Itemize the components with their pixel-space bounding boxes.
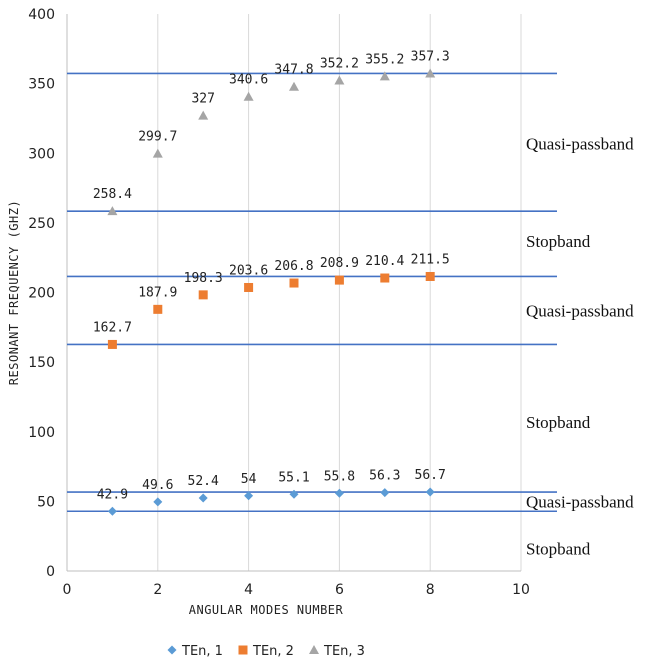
series-2 bbox=[107, 271, 435, 349]
data-point bbox=[425, 271, 435, 281]
data-label: 187.9 bbox=[138, 285, 177, 300]
legend-item: TEn, 2 bbox=[238, 644, 294, 659]
data-label: 162.7 bbox=[93, 320, 132, 335]
data-point bbox=[198, 110, 209, 120]
legend-label: TEn, 3 bbox=[323, 644, 365, 659]
data-label: 55.8 bbox=[324, 469, 355, 484]
data-label: 327 bbox=[191, 92, 214, 107]
y-tick-label: 400 bbox=[28, 7, 55, 23]
data-point bbox=[244, 491, 254, 501]
data-label: 56.3 bbox=[369, 469, 400, 484]
data-point bbox=[243, 91, 254, 101]
data-label: 198.3 bbox=[184, 271, 223, 286]
data-point bbox=[238, 645, 248, 655]
data-point bbox=[334, 275, 344, 285]
data-point bbox=[309, 645, 319, 654]
band-annotation: Stopband bbox=[526, 540, 591, 559]
data-label: 352.2 bbox=[320, 57, 359, 72]
data-point bbox=[167, 645, 177, 655]
series bbox=[107, 68, 436, 516]
data-label: 49.6 bbox=[142, 478, 173, 493]
data-label: 55.1 bbox=[278, 470, 309, 485]
data-point bbox=[152, 148, 163, 158]
data-label: 206.8 bbox=[274, 259, 313, 274]
data-label: 340.6 bbox=[229, 73, 268, 88]
band-annotation: Quasi-passband bbox=[526, 492, 634, 511]
series-3 bbox=[107, 68, 436, 216]
band-boundary-lines bbox=[67, 72, 557, 513]
data-point bbox=[425, 68, 436, 78]
legend: TEn, 1 TEn, 2 TEn, 3 bbox=[167, 644, 365, 659]
y-tick-label: 300 bbox=[28, 146, 55, 162]
legend-label: TEn, 2 bbox=[252, 644, 294, 659]
data-label: 357.3 bbox=[411, 49, 450, 64]
data-point bbox=[153, 304, 163, 314]
data-point bbox=[380, 488, 390, 498]
y-tick-label: 0 bbox=[46, 564, 55, 580]
data-label: 355.2 bbox=[365, 52, 404, 67]
band-annotation: Quasi-passband bbox=[526, 302, 634, 321]
data-point bbox=[198, 290, 208, 300]
data-point bbox=[198, 493, 208, 503]
y-axis-title: RESONANT FREQUENCY (GHZ) bbox=[7, 200, 21, 385]
data-point bbox=[153, 497, 163, 507]
series-1 bbox=[107, 487, 435, 516]
data-label: 203.6 bbox=[229, 263, 268, 278]
data-point bbox=[289, 81, 299, 91]
data-point bbox=[289, 278, 299, 288]
grid bbox=[66, 14, 522, 571]
data-point bbox=[289, 489, 299, 499]
data-label: 42.9 bbox=[97, 487, 128, 502]
data-point bbox=[425, 487, 435, 497]
band-annotation: Quasi-passband bbox=[526, 135, 634, 154]
band-annotation: Stopband bbox=[526, 232, 591, 251]
data-label: 210.4 bbox=[365, 254, 404, 269]
x-axis-title: ANGULAR MODES NUMBER bbox=[189, 603, 344, 617]
y-tick-label: 100 bbox=[28, 425, 55, 441]
data-point bbox=[380, 273, 390, 283]
legend-item: TEn, 3 bbox=[309, 644, 365, 659]
x-tick-label: 4 bbox=[244, 582, 253, 598]
data-label: 299.7 bbox=[138, 130, 177, 145]
x-tick-label: 10 bbox=[512, 582, 530, 598]
data-point bbox=[334, 488, 344, 498]
data-label: 347.8 bbox=[274, 63, 313, 78]
x-tick-label: 0 bbox=[63, 582, 72, 598]
data-label: 56.7 bbox=[415, 468, 446, 483]
data-label: 52.4 bbox=[188, 474, 219, 489]
band-annotations: Quasi-passband Stopband Quasi-passband Stop… bbox=[526, 135, 634, 559]
data-label: 208.9 bbox=[320, 256, 359, 271]
data-point bbox=[107, 339, 117, 349]
band-annotation: Stopband bbox=[526, 413, 591, 432]
data-label: 258.4 bbox=[93, 187, 132, 202]
data-point bbox=[244, 282, 254, 292]
data-point bbox=[107, 506, 117, 516]
data-label: 211.5 bbox=[411, 252, 450, 267]
x-tick-label: 8 bbox=[426, 582, 435, 598]
data-label: 54 bbox=[241, 472, 257, 487]
x-tick-label: 6 bbox=[335, 582, 344, 598]
y-tick-label: 200 bbox=[28, 286, 55, 302]
legend-label: TEn, 1 bbox=[181, 644, 223, 659]
y-tick-label: 350 bbox=[28, 77, 55, 93]
data-point bbox=[107, 206, 118, 216]
y-tick-label: 50 bbox=[37, 494, 55, 510]
data-labels: 42.9 49.6 52.4 54 55.1 55.8 56.3 56.7 162.7 187.9… bbox=[93, 49, 450, 502]
y-tick-label: 150 bbox=[28, 355, 55, 371]
data-point bbox=[334, 75, 345, 85]
data-point bbox=[379, 71, 390, 81]
legend-item: TEn, 1 bbox=[167, 644, 223, 659]
y-tick-label: 250 bbox=[28, 216, 55, 232]
x-tick-label: 2 bbox=[153, 582, 162, 598]
